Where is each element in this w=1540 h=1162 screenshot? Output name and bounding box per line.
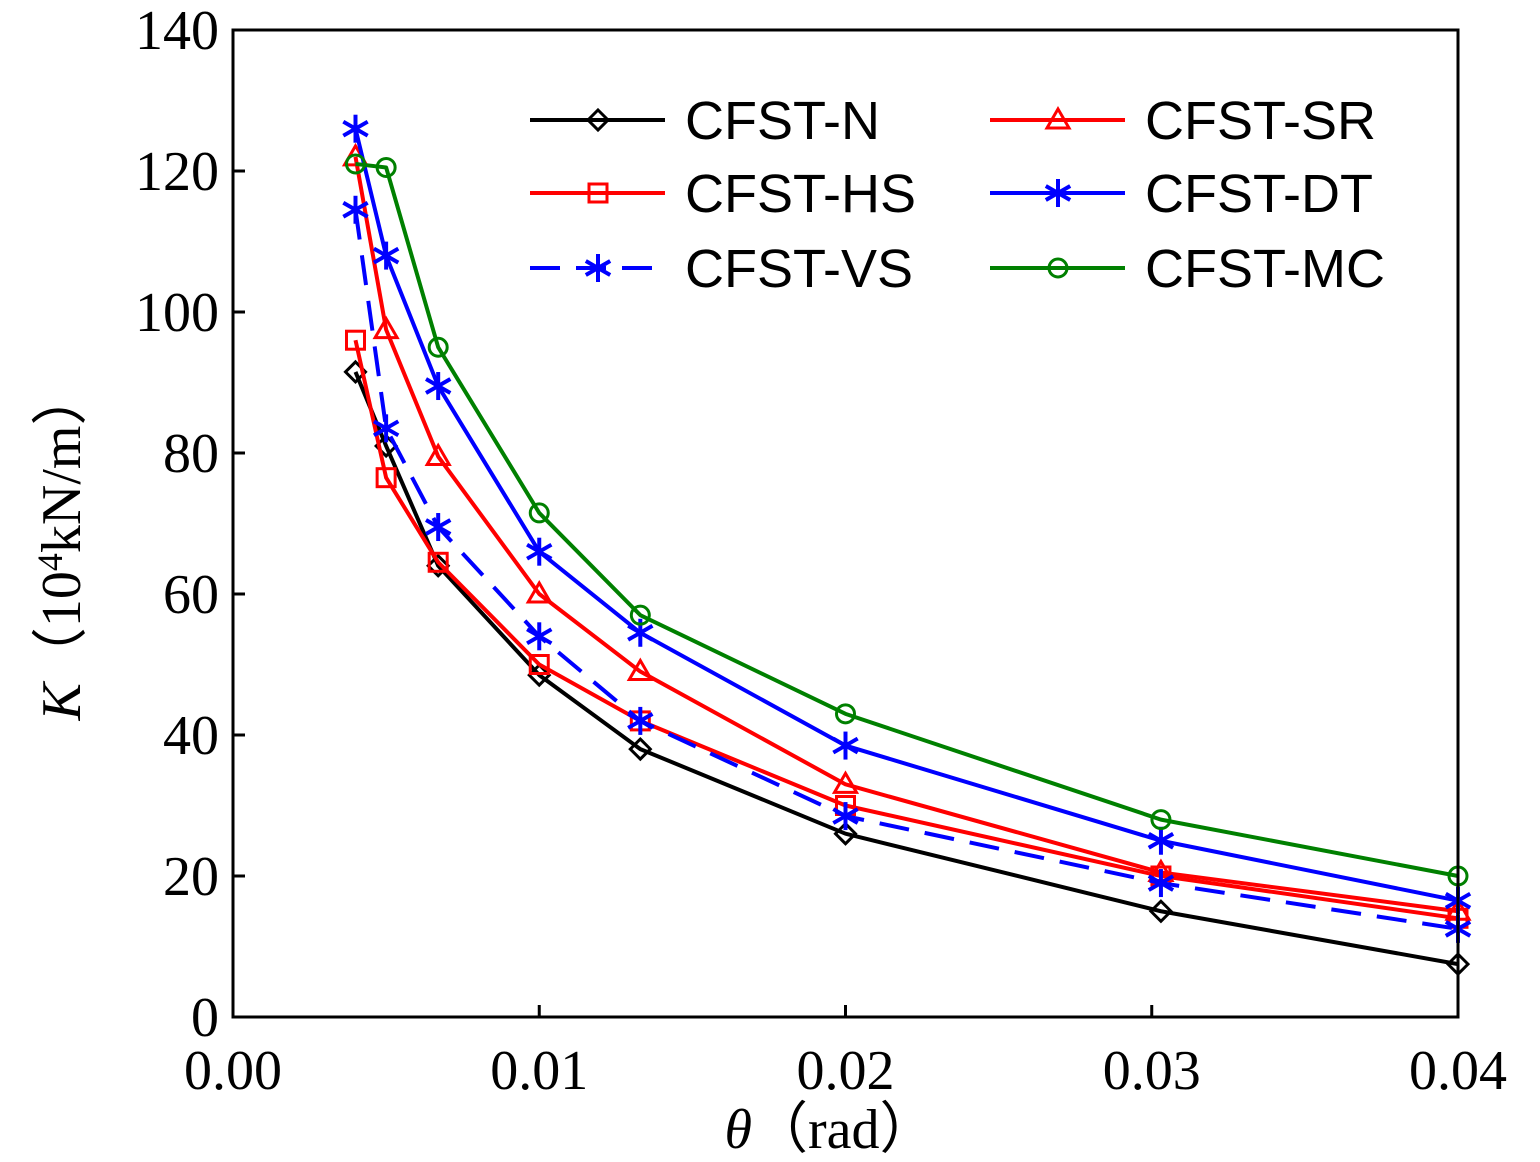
y-tick-label: 100 bbox=[135, 282, 219, 344]
series-line-cfst-hs bbox=[353, 339, 1459, 921]
data-point-cfst-dt bbox=[1147, 826, 1175, 855]
data-point-cfst-dt bbox=[526, 537, 553, 566]
data-point-cfst-sr bbox=[525, 580, 553, 604]
data-point-cfst-dt bbox=[342, 114, 369, 143]
legend-label: CFST-MC bbox=[1145, 239, 1385, 299]
series-cfst-dt bbox=[342, 114, 1472, 915]
series-line-cfst-n bbox=[353, 371, 1459, 967]
legend-swatch-marker bbox=[1044, 179, 1072, 207]
legend-swatch-marker bbox=[584, 254, 612, 282]
data-point-cfst-mc bbox=[1150, 809, 1172, 831]
data-point-cfst-n bbox=[1148, 899, 1174, 924]
y-axis-unit-prefix: （10 bbox=[31, 571, 93, 683]
plot-area bbox=[341, 114, 1472, 977]
series-cfst-vs bbox=[342, 195, 1472, 943]
axes: 0 20 40 60 80 100 120 140 0.00 0.01 0.02 0.03 0.04 bbox=[135, 0, 1507, 1102]
data-point-cfst-mc bbox=[375, 156, 397, 178]
legend-item-cfst-vs: CFST-VS bbox=[530, 239, 913, 299]
x-tick-label: 0.03 bbox=[1103, 1040, 1201, 1102]
data-point-cfst-hs bbox=[345, 329, 366, 351]
legend-label: CFST-SR bbox=[1145, 91, 1376, 151]
data-point-cfst-dt bbox=[832, 731, 859, 760]
legend-label: CFST-HS bbox=[685, 164, 916, 224]
x-axis-symbol: θ bbox=[724, 1099, 752, 1161]
legend-swatch-marker bbox=[1044, 106, 1072, 130]
data-point-cfst-n bbox=[628, 736, 653, 762]
y-axis-unit-suffix: kN/m） bbox=[31, 370, 93, 554]
legend-label: CFST-N bbox=[685, 91, 880, 151]
series-cfst-n bbox=[343, 359, 1471, 977]
y-axis-symbol: K bbox=[31, 680, 93, 721]
data-point-cfst-vs bbox=[425, 513, 452, 542]
data-point-cfst-mc bbox=[629, 604, 651, 626]
legend-swatch-marker bbox=[585, 107, 611, 133]
data-point-cfst-vs bbox=[627, 706, 654, 735]
x-tick-label: 0.01 bbox=[490, 1040, 588, 1102]
data-point-cfst-dt bbox=[425, 372, 452, 401]
y-tick-label: 40 bbox=[163, 705, 219, 767]
legend-item-cfst-dt: CFST-DT bbox=[990, 164, 1373, 224]
series-line-cfst-mc bbox=[355, 161, 1459, 878]
legend-label: CFST-VS bbox=[685, 239, 913, 299]
data-point-cfst-sr bbox=[372, 315, 400, 340]
series-cfst-mc bbox=[345, 153, 1469, 887]
data-point-cfst-mc bbox=[835, 703, 856, 725]
legend-item-cfst-sr: CFST-SR bbox=[990, 91, 1376, 151]
data-point-cfst-mc bbox=[528, 502, 550, 524]
data-point-cfst-sr bbox=[424, 442, 452, 467]
x-tick-label: 0.04 bbox=[1409, 1040, 1507, 1102]
data-point-cfst-sr bbox=[831, 770, 860, 794]
data-point-cfst-dt bbox=[372, 241, 400, 270]
x-axis-unit: （rad） bbox=[752, 1099, 936, 1161]
y-tick-label: 0 bbox=[191, 987, 219, 1049]
data-point-cfst-sr bbox=[626, 657, 654, 682]
x-tick-label: 0.00 bbox=[184, 1040, 282, 1102]
data-point-cfst-n bbox=[426, 553, 451, 578]
y-tick-label: 20 bbox=[163, 846, 219, 908]
data-point-cfst-hs bbox=[375, 467, 397, 489]
y-axis-title: K（104kN/m） bbox=[30, 370, 93, 722]
y-tick-label: 140 bbox=[135, 0, 219, 62]
data-point-cfst-mc bbox=[427, 336, 449, 358]
series-line-cfst-dt bbox=[353, 128, 1459, 903]
y-tick-label: 80 bbox=[163, 423, 219, 485]
series-line-cfst-sr bbox=[353, 156, 1459, 914]
data-point-cfst-vs bbox=[342, 195, 369, 224]
x-axis-title: θ（rad） bbox=[724, 1099, 935, 1161]
data-point-cfst-hs bbox=[528, 654, 550, 675]
data-point-cfst-n bbox=[527, 662, 552, 688]
data-point-cfst-vs bbox=[1147, 869, 1175, 898]
series-cfst-hs bbox=[345, 329, 1469, 929]
legend-item-cfst-n: CFST-N bbox=[530, 91, 880, 151]
x-tick-label: 0.02 bbox=[797, 1040, 895, 1102]
data-point-cfst-vs bbox=[372, 414, 400, 443]
legend-swatch-marker bbox=[587, 182, 609, 204]
data-point-cfst-hs bbox=[427, 551, 449, 573]
data-point-cfst-vs bbox=[526, 622, 553, 651]
data-point-cfst-mc bbox=[345, 153, 366, 175]
legend-label: CFST-DT bbox=[1145, 164, 1373, 224]
legend-item-cfst-mc: CFST-MC bbox=[990, 239, 1385, 299]
data-point-cfst-vs bbox=[832, 802, 859, 831]
series-line-cfst-vs bbox=[353, 209, 1459, 931]
legend: CFST-N CFST-SR CFST-HS CFST-DT CFST-VS CFST-M… bbox=[530, 91, 1385, 299]
y-tick-label: 60 bbox=[163, 564, 219, 626]
legend-swatch-marker bbox=[1047, 257, 1069, 279]
y-tick-label: 120 bbox=[135, 141, 219, 203]
data-point-cfst-n bbox=[833, 821, 858, 846]
legend-item-cfst-hs: CFST-HS bbox=[530, 164, 916, 224]
y-axis-unit-exponent: 4 bbox=[30, 553, 70, 571]
